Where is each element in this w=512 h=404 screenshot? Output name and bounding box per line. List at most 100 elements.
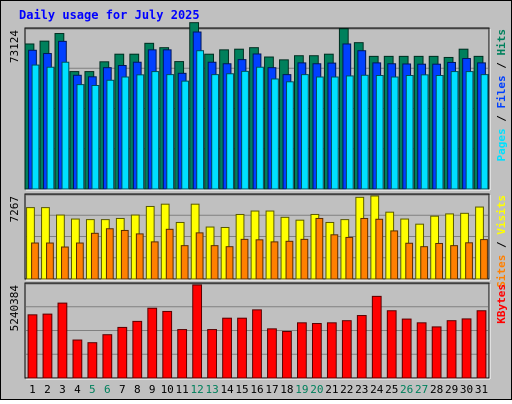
bar-pages-day-30 bbox=[465, 71, 474, 190]
bar-sites-day-9 bbox=[150, 241, 159, 280]
bar-kbytes-day-7 bbox=[117, 326, 128, 379]
bar-kbytes-day-16 bbox=[252, 309, 262, 379]
bar-sites-day-31 bbox=[480, 239, 488, 280]
bar-kbytes-day-20 bbox=[311, 323, 322, 379]
bar-pages-day-16 bbox=[256, 66, 264, 190]
bar-pages-day-7 bbox=[121, 76, 130, 190]
bar-kbytes-day-21 bbox=[326, 322, 337, 379]
x-tick-label-day-24: 24 bbox=[370, 383, 384, 396]
bar-pages-day-11 bbox=[181, 80, 190, 190]
bar-sites-day-4 bbox=[75, 242, 84, 280]
legend-bottom: KBytes bbox=[495, 284, 508, 324]
bar-kbytes-day-13 bbox=[207, 329, 217, 379]
x-tick-label-day-16: 16 bbox=[250, 383, 263, 396]
x-tick-label-day-13: 13 bbox=[205, 383, 218, 396]
bar-pages-day-27 bbox=[420, 74, 429, 190]
bar-pages-day-5 bbox=[91, 84, 100, 190]
bar-sites-day-10 bbox=[165, 228, 174, 280]
bar-pages-day-26 bbox=[405, 74, 414, 190]
bar-pages-day-2 bbox=[46, 66, 55, 190]
bar-pages-day-17 bbox=[271, 78, 279, 190]
bar-kbytes-day-28 bbox=[431, 326, 442, 379]
bar-pages-day-29 bbox=[450, 71, 459, 190]
bar-kbytes-day-4 bbox=[72, 339, 83, 379]
x-tick-label-day-6: 6 bbox=[104, 383, 111, 396]
legend-separator: / bbox=[495, 56, 508, 76]
bar-sites-day-23 bbox=[360, 217, 369, 280]
bar-pages-day-12 bbox=[196, 50, 205, 190]
bar-sites-day-18 bbox=[285, 240, 294, 280]
bar-sites-day-28 bbox=[435, 242, 444, 280]
legend-item-files: Files bbox=[495, 75, 508, 108]
bar-kbytes-day-1 bbox=[27, 314, 38, 379]
bar-pages-day-28 bbox=[435, 74, 444, 190]
bar-sites-day-12 bbox=[195, 232, 204, 280]
bar-kbytes-day-31 bbox=[476, 310, 487, 379]
x-tick-label-day-10: 10 bbox=[161, 383, 174, 396]
x-tick-label-day-9: 9 bbox=[149, 383, 156, 396]
x-tick-label-day-22: 22 bbox=[340, 383, 353, 396]
bar-sites-day-11 bbox=[180, 245, 189, 280]
bar-sites-day-8 bbox=[135, 233, 144, 280]
x-tick-label-day-28: 28 bbox=[430, 383, 443, 396]
bar-sites-day-3 bbox=[61, 246, 69, 280]
bar-kbytes-day-26 bbox=[401, 318, 412, 379]
bar-sites-day-13 bbox=[210, 245, 219, 280]
bar-sites-day-25 bbox=[390, 230, 399, 280]
bar-sites-day-14 bbox=[225, 246, 234, 280]
bar-kbytes-day-15 bbox=[237, 317, 247, 379]
legend-item-sites: Sites bbox=[495, 255, 508, 288]
bar-sites-day-22 bbox=[345, 236, 354, 280]
bar-sites-day-19 bbox=[300, 238, 309, 280]
bar-sites-day-27 bbox=[420, 246, 429, 280]
bar-sites-day-24 bbox=[375, 218, 384, 280]
bar-kbytes-day-6 bbox=[102, 334, 113, 379]
bar-sites-day-30 bbox=[465, 242, 473, 280]
x-tick-label-day-17: 17 bbox=[265, 383, 278, 396]
x-tick-label-day-31: 31 bbox=[475, 383, 488, 396]
bar-pages-day-9 bbox=[151, 71, 160, 190]
x-tick-label-day-15: 15 bbox=[235, 383, 248, 396]
bar-pages-day-25 bbox=[390, 76, 399, 190]
max-label-bottom: 5240384 bbox=[8, 285, 21, 332]
bar-kbytes-day-10 bbox=[162, 310, 173, 379]
bar-pages-day-22 bbox=[345, 75, 354, 190]
x-tick-label-day-1: 1 bbox=[29, 383, 36, 396]
bar-kbytes-day-2 bbox=[42, 313, 53, 379]
bar-kbytes-day-18 bbox=[282, 331, 292, 379]
max-label-middle: 7267 bbox=[8, 196, 21, 223]
bar-pages-day-20 bbox=[315, 76, 324, 190]
bar-sites-day-15 bbox=[240, 238, 249, 280]
bar-sites-day-20 bbox=[315, 217, 324, 280]
bar-kbytes-day-27 bbox=[416, 322, 427, 379]
bar-pages-day-1 bbox=[31, 64, 40, 190]
bar-pages-day-8 bbox=[136, 74, 145, 190]
bar-sites-day-17 bbox=[270, 241, 279, 280]
x-tick-label-day-20: 20 bbox=[310, 383, 323, 396]
x-tick-label-day-25: 25 bbox=[385, 383, 398, 396]
legend-item-kbytes: KBytes bbox=[495, 284, 508, 324]
max-label-top: 73124 bbox=[8, 30, 21, 63]
bar-kbytes-day-3 bbox=[57, 302, 68, 379]
x-tick-label-day-23: 23 bbox=[355, 383, 368, 396]
legend-item-pages: Pages bbox=[495, 128, 508, 161]
bar-sites-day-16 bbox=[255, 239, 264, 280]
bar-kbytes-day-17 bbox=[267, 328, 277, 379]
bar-pages-day-14 bbox=[226, 73, 234, 190]
bar-pages-day-23 bbox=[360, 74, 369, 190]
legend-top: Pages / Files / Hits bbox=[495, 29, 508, 162]
x-tick-label-day-3: 3 bbox=[59, 383, 66, 396]
legend-item-hits: Hits bbox=[495, 29, 508, 56]
bar-kbytes-day-5 bbox=[87, 342, 98, 379]
bar-kbytes-day-24 bbox=[371, 295, 382, 379]
bar-pages-day-3 bbox=[61, 61, 70, 190]
bar-pages-day-6 bbox=[106, 79, 115, 190]
x-tick-label-day-21: 21 bbox=[325, 383, 338, 396]
bar-sites-day-26 bbox=[405, 242, 414, 280]
x-tick-label-day-18: 18 bbox=[280, 383, 293, 396]
bar-sites-day-29 bbox=[450, 245, 458, 280]
legend-separator: / bbox=[495, 109, 508, 129]
bar-sites-day-7 bbox=[120, 229, 129, 280]
x-tick-label-day-29: 29 bbox=[445, 383, 458, 396]
